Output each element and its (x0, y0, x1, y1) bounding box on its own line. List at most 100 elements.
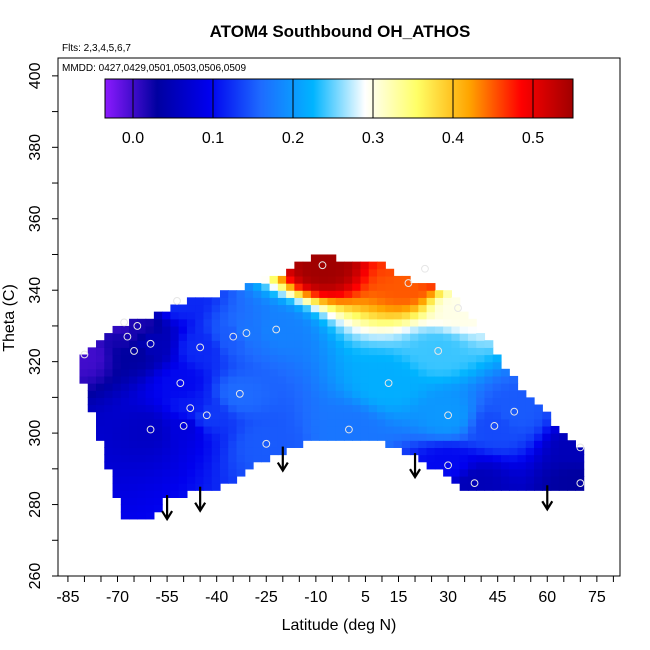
observation-point (404, 279, 413, 287)
heat-cell (253, 290, 262, 298)
heat-cell (162, 361, 171, 370)
heat-cell (418, 425, 428, 434)
heat-cell (434, 454, 444, 463)
heat-cell (269, 354, 279, 363)
heat-cell (112, 447, 122, 456)
heat-cell (476, 347, 486, 356)
heat-cell (129, 440, 138, 448)
heat-cell (129, 454, 138, 463)
heat-cell (244, 340, 254, 348)
heat-cell (310, 318, 320, 327)
heat-cell (467, 325, 477, 334)
heat-cell (286, 275, 295, 284)
heat-cell (418, 447, 428, 456)
dates-note: MMDD: 0427,0429,0501,0503,0506,0509 (62, 63, 246, 74)
heat-cell (459, 397, 469, 406)
heat-cell (178, 375, 188, 384)
x-tick-label: 75 (588, 589, 606, 606)
heat-cell (211, 461, 221, 470)
heat-cell (302, 304, 312, 313)
heat-cell (517, 411, 527, 420)
heat-cell (335, 261, 345, 270)
heat-cell (211, 383, 221, 391)
heat-cell (459, 311, 469, 320)
heat-cell (385, 340, 395, 348)
heat-cell (368, 304, 378, 313)
heat-cell (178, 468, 188, 477)
heat-cell (410, 361, 419, 370)
heat-cell (558, 433, 568, 441)
heat-cell (277, 425, 287, 434)
heat-cell (335, 311, 345, 320)
heat-cell (343, 368, 353, 377)
heat-cell (434, 340, 444, 348)
heat-cell (319, 404, 329, 413)
heat-cell (162, 368, 171, 377)
heat-cell (360, 425, 370, 434)
heat-cell (418, 411, 428, 420)
heat-cell (327, 254, 337, 263)
heat-cell (443, 440, 452, 448)
heat-cell (129, 468, 138, 477)
heat-cell (377, 433, 386, 441)
heat-cell (467, 375, 477, 384)
colorbar-tick-label: 0.4 (442, 130, 464, 147)
heat-cell (96, 347, 105, 356)
heat-cell (261, 290, 271, 298)
heat-cell (459, 333, 469, 341)
heat-cell (410, 433, 419, 441)
heat-cell (120, 368, 130, 377)
heat-cell (368, 261, 378, 270)
heat-cell (418, 354, 428, 363)
heat-cell (120, 504, 130, 513)
heat-cell (228, 404, 238, 413)
heat-cell (360, 354, 370, 363)
heat-cell (236, 318, 246, 327)
heat-cell (434, 447, 444, 456)
heat-cell (170, 354, 180, 363)
heat-cell (434, 325, 444, 334)
heat-cell (162, 325, 171, 334)
heat-cell (244, 318, 254, 327)
heat-cell (120, 347, 130, 356)
heat-cell (294, 311, 304, 320)
heat-cell (286, 433, 295, 441)
heat-cell (153, 425, 163, 434)
heat-cell (170, 440, 180, 448)
heat-cell (567, 475, 576, 484)
heat-cell (360, 361, 370, 370)
heat-cell (79, 368, 89, 377)
heat-cell (385, 368, 395, 377)
heat-cell (145, 425, 155, 434)
heat-cell (327, 275, 337, 284)
heat-cell (393, 440, 403, 448)
heat-cell (261, 347, 271, 356)
heat-cell (352, 368, 362, 377)
heat-cell (253, 361, 262, 370)
heat-cell (294, 347, 304, 356)
heat-cell (335, 418, 345, 427)
heat-cell (286, 368, 295, 377)
heat-cell (550, 454, 560, 463)
heat-cell (310, 404, 320, 413)
heat-cell (418, 311, 428, 320)
heat-cell (327, 375, 337, 384)
heat-cell (261, 297, 271, 306)
heat-cell (153, 397, 163, 406)
heat-cell (500, 390, 510, 398)
heat-cell (112, 390, 122, 398)
heat-cell (327, 283, 337, 291)
heat-cell (335, 325, 345, 334)
heat-cell (343, 383, 353, 391)
heat-cell (120, 440, 130, 448)
heat-cell (211, 361, 221, 370)
heat-cell (393, 283, 403, 291)
heat-cell (219, 440, 229, 448)
heat-cell (319, 433, 329, 441)
heat-cell (153, 390, 163, 398)
heat-cell (401, 304, 411, 313)
heat-cell (178, 347, 188, 356)
heat-cell (286, 304, 295, 313)
heat-cell (393, 383, 403, 391)
heat-cell (467, 354, 477, 363)
